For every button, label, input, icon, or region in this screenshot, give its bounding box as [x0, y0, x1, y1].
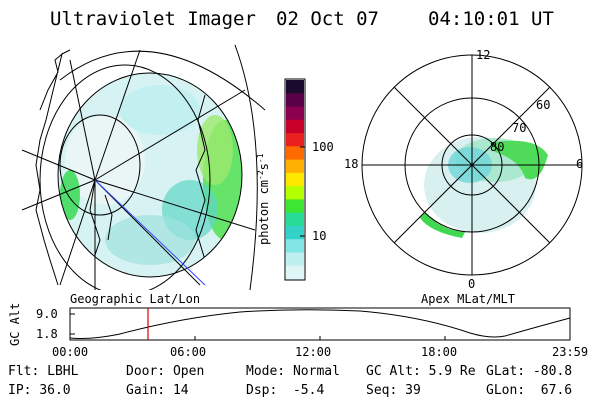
date-label: 02 Oct 07	[276, 8, 379, 30]
colorbar-swatch	[286, 252, 304, 267]
colorbar-swatch	[286, 106, 304, 121]
status-gain: Gain: 14	[126, 383, 189, 398]
mlt-label-18: 18	[344, 157, 359, 171]
lat-label-80: 80	[490, 140, 505, 154]
mlt-label-0: 0	[468, 277, 476, 291]
alt-xtick-1200: 12:00	[295, 345, 332, 359]
colorbar-swatch	[286, 225, 304, 240]
colorbar-tick-100: 100	[312, 140, 334, 154]
status-glon: GLon: 67.6	[486, 383, 573, 398]
colorbar-swatches	[286, 80, 304, 280]
colorbar-swatch	[286, 186, 304, 200]
colorbar-swatch	[286, 93, 304, 108]
alt-ytick-low: 1.8	[36, 327, 58, 341]
time-label: 04:10:01 UT	[428, 8, 554, 30]
status-mode: Mode: Normal	[246, 364, 340, 379]
alt-ytick-high: 9.0	[36, 307, 58, 321]
instrument-title: Ultraviolet Imager	[50, 8, 256, 30]
status-seq: Seq: 39	[366, 383, 421, 398]
status-gc-alt: GC Alt: 5.9 Re	[366, 364, 476, 379]
colorbar-swatch	[286, 172, 304, 187]
geographic-map	[21, 44, 266, 290]
colorbar-tick-10: 10	[312, 229, 327, 243]
colorbar-swatch	[286, 146, 304, 161]
status-ip: IP: 36.0	[8, 383, 71, 398]
alt-ylabel: GC Alt	[8, 302, 22, 346]
status-filter: Flt: LBHL	[8, 364, 79, 379]
colorbar-swatch	[286, 80, 304, 94]
colorbar-swatch	[286, 212, 304, 227]
colorbar-swatch	[286, 133, 304, 147]
colorbar-swatch	[286, 159, 304, 174]
coastline-outline	[35, 52, 63, 286]
status-dsp: Dsp: -5.4	[246, 383, 325, 398]
terminator-line	[94, 179, 206, 286]
polar-map	[361, 54, 583, 276]
colorbar-swatch	[286, 119, 304, 134]
status-glat: GLat: -80.8	[486, 364, 573, 379]
colorbar-unit-label: photon cm-2s-1	[256, 153, 271, 245]
altitude-plot	[69, 307, 571, 341]
alt-xtick-1800: 18:00	[421, 345, 458, 359]
alt-xtick-2359: 23:59	[552, 345, 589, 359]
mlt-label-6: 6	[576, 157, 584, 171]
lat-label-70: 70	[512, 121, 527, 135]
geo-caption: Geographic Lat/Lon	[70, 292, 201, 306]
colorbar-swatch	[286, 199, 304, 214]
status-door: Door: Open	[126, 364, 205, 379]
colorbar-swatch	[286, 239, 304, 253]
alt-xtick-0000: 00:00	[52, 345, 89, 359]
lat-label-60: 60	[536, 98, 551, 112]
altitude-curve	[69, 309, 571, 339]
colorbar	[284, 78, 306, 281]
alt-xtick-0600: 06:00	[170, 345, 207, 359]
colorbar-swatch	[286, 265, 304, 280]
mlt-label-12: 12	[476, 48, 491, 62]
polar-caption: Apex MLat/MLT	[421, 292, 515, 306]
